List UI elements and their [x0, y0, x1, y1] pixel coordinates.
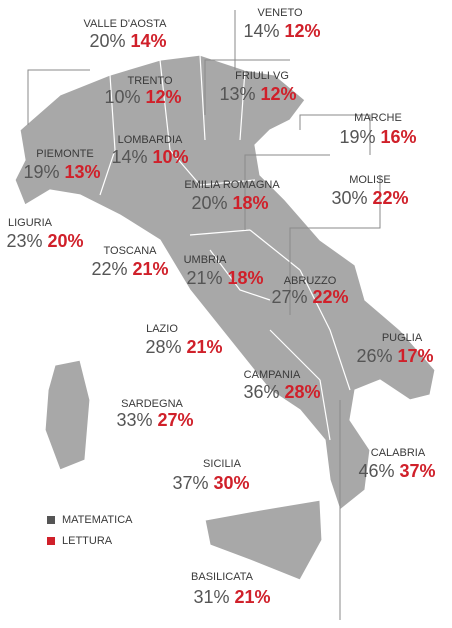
region-values: 13% 12%	[219, 84, 296, 104]
region-name: VALLE D'AOSTA	[84, 18, 168, 30]
lettura-value: 28%	[285, 382, 321, 402]
region-values: 23% 20%	[6, 231, 83, 251]
lettura-value: 12%	[146, 87, 182, 107]
region-name: MARCHE	[354, 112, 402, 124]
lettura-value: 18%	[228, 268, 264, 288]
lettura-value: 14%	[131, 31, 167, 51]
lettura-value: 21%	[235, 587, 271, 607]
region-values: 22% 21%	[91, 259, 168, 279]
region-values: 31% 21%	[193, 587, 270, 607]
matematica-value: 14%	[111, 147, 147, 167]
matematica-value: 33%	[116, 410, 152, 430]
region-values: 46% 37%	[358, 461, 435, 481]
matematica-value: 23%	[6, 231, 42, 251]
region-values: 14% 12%	[243, 21, 320, 41]
legend-swatch	[47, 537, 55, 545]
lettura-value: 17%	[398, 346, 434, 366]
region-values: 19% 13%	[23, 162, 100, 182]
legend: MATEMATICA LETTURA	[47, 514, 133, 547]
region-values: 33% 27%	[116, 410, 193, 430]
region-name: LAZIO	[146, 323, 178, 335]
region-values: 28% 21%	[145, 337, 222, 357]
sicily	[204, 499, 323, 581]
leader-line	[27, 69, 90, 125]
region-name: EMILIA ROMAGNA	[184, 179, 280, 191]
matematica-value: 30%	[331, 188, 367, 208]
region-name: MOLISE	[349, 174, 391, 186]
leader-line	[299, 114, 371, 155]
lettura-value: 22%	[373, 188, 409, 208]
region-values: 20% 18%	[191, 193, 268, 213]
region-values: 37% 30%	[172, 473, 249, 493]
lettura-value: 16%	[381, 127, 417, 147]
legend-swatch	[47, 516, 55, 524]
region-name: TOSCANA	[104, 245, 158, 257]
lettura-value: 20%	[48, 231, 84, 251]
region-name: PIEMONTE	[36, 148, 93, 160]
region-values: 36% 28%	[243, 382, 320, 402]
matematica-value: 21%	[186, 268, 222, 288]
leader-line	[244, 154, 330, 230]
sardinia	[44, 359, 91, 471]
region-values: 30% 22%	[331, 188, 408, 208]
matematica-value: 20%	[89, 31, 125, 51]
leader-lines	[27, 10, 381, 620]
lettura-value: 27%	[158, 410, 194, 430]
lettura-value: 21%	[133, 259, 169, 279]
matematica-value: 19%	[339, 127, 375, 147]
map-shapes	[14, 54, 436, 581]
region-name: CAMPANIA	[244, 369, 301, 381]
matematica-value: 14%	[243, 21, 279, 41]
region-name: VENETO	[257, 7, 302, 19]
peninsula	[14, 54, 436, 512]
matematica-value: 19%	[23, 162, 59, 182]
region-name: FRIULI VG	[235, 70, 289, 82]
region-name: LOMBARDIA	[118, 134, 183, 146]
lettura-value: 22%	[313, 287, 349, 307]
lettura-value: 12%	[285, 21, 321, 41]
region-values: 14% 10%	[111, 147, 188, 167]
lettura-value: 18%	[233, 193, 269, 213]
region-name: SARDEGNA	[121, 398, 183, 410]
leader-line	[289, 175, 381, 315]
region-values: 10% 12%	[104, 87, 181, 107]
lettura-value: 30%	[214, 473, 250, 493]
matematica-value: 28%	[145, 337, 181, 357]
region-name: UMBRIA	[184, 254, 227, 266]
region-borders	[99, 54, 351, 441]
region-name: TRENTO	[127, 75, 172, 87]
region-name: BASILICATA	[191, 571, 254, 583]
region-values: 26% 17%	[356, 346, 433, 366]
region-values: 27% 22%	[271, 287, 348, 307]
matematica-value: 10%	[104, 87, 140, 107]
region-name: CALABRIA	[371, 447, 426, 459]
matematica-value: 46%	[358, 461, 394, 481]
lettura-value: 13%	[65, 162, 101, 182]
matematica-value: 20%	[191, 193, 227, 213]
region-name: ABRUZZO	[284, 275, 337, 287]
region-values: 21% 18%	[186, 268, 263, 288]
legend-label: MATEMATICA	[62, 514, 133, 526]
lettura-value: 37%	[400, 461, 436, 481]
lettura-value: 21%	[187, 337, 223, 357]
matematica-value: 31%	[193, 587, 229, 607]
matematica-value: 22%	[91, 259, 127, 279]
matematica-value: 26%	[356, 346, 392, 366]
region-name: SICILIA	[203, 458, 242, 470]
legend-label: LETTURA	[62, 535, 113, 547]
leader-line	[204, 59, 290, 115]
region-name: LIGURIA	[8, 217, 53, 229]
region-values: 20% 14%	[89, 31, 166, 51]
matematica-value: 36%	[243, 382, 279, 402]
matematica-value: 13%	[219, 84, 255, 104]
matematica-value: 27%	[271, 287, 307, 307]
region-name: PUGLIA	[382, 332, 423, 344]
lettura-value: 12%	[261, 84, 297, 104]
region-values: 19% 16%	[339, 127, 416, 147]
matematica-value: 37%	[172, 473, 208, 493]
lettura-value: 10%	[153, 147, 189, 167]
